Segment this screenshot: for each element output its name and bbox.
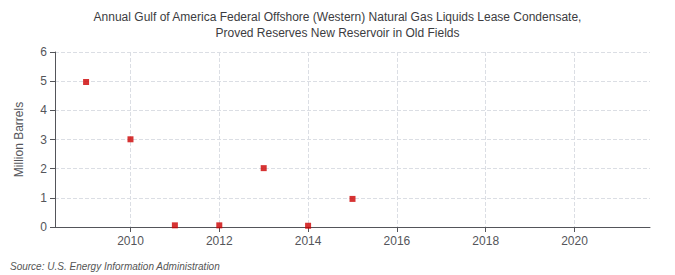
svg-text:Million Barrels: Million Barrels: [12, 102, 26, 177]
svg-text:2010: 2010: [117, 234, 144, 248]
svg-text:5: 5: [40, 74, 47, 88]
svg-text:2018: 2018: [472, 234, 499, 248]
svg-text:2020: 2020: [561, 234, 588, 248]
svg-text:2014: 2014: [295, 234, 322, 248]
svg-text:1: 1: [40, 191, 47, 205]
svg-text:2016: 2016: [384, 234, 411, 248]
svg-text:2012: 2012: [206, 234, 233, 248]
svg-text:6: 6: [40, 45, 47, 59]
svg-text:0: 0: [40, 220, 47, 234]
svg-text:4: 4: [40, 103, 47, 117]
svg-text:2: 2: [40, 162, 47, 176]
svg-text:Annual Gulf of America Federal: Annual Gulf of America Federal Offshore …: [94, 10, 582, 24]
svg-text:Source: U.S. Energy Informatio: Source: U.S. Energy Information Administ…: [10, 261, 220, 272]
svg-text:Proved Reserves New Reservoir: Proved Reserves New Reservoir in Old Fie…: [215, 26, 459, 40]
svg-text:3: 3: [40, 133, 47, 147]
